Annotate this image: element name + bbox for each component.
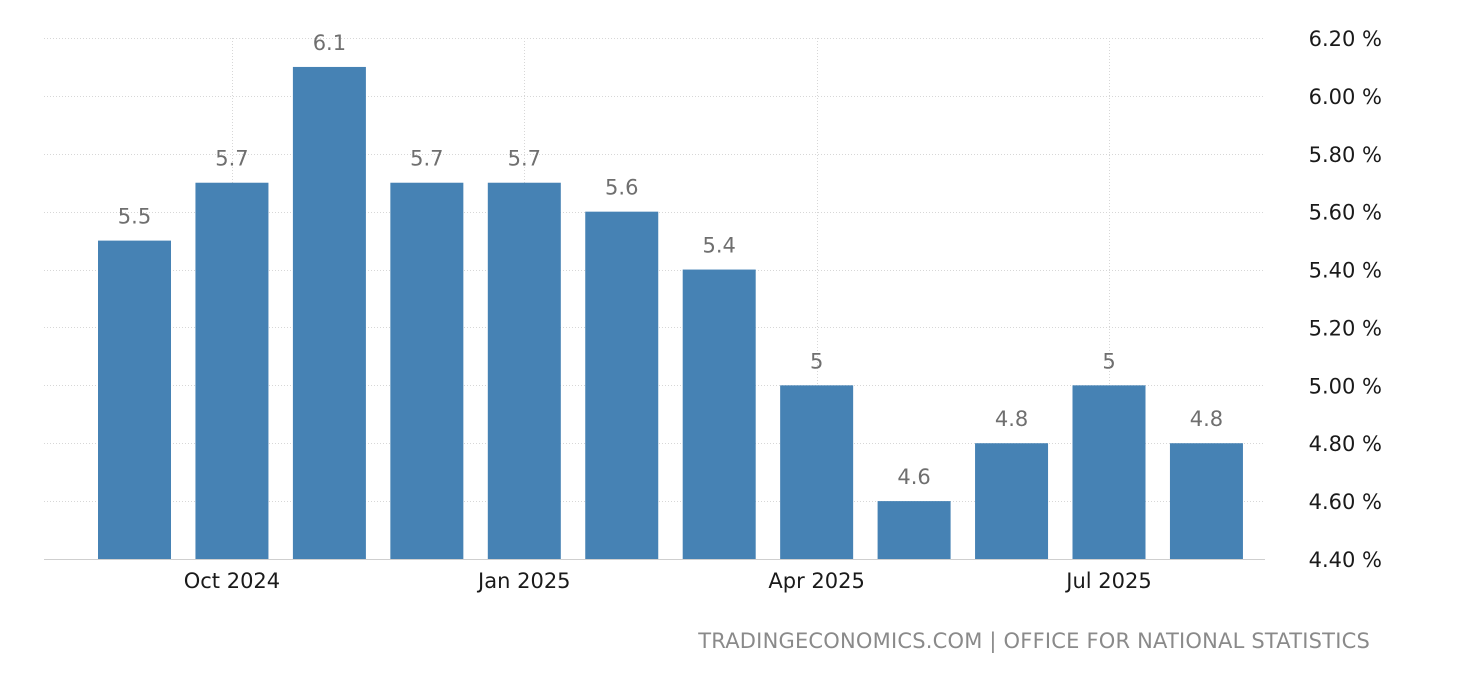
data-label: 4.8 (995, 407, 1028, 431)
y-tick-label: 4.80 % (1309, 432, 1382, 456)
bar-sep-2024 (98, 240, 171, 559)
y-tick-label: 5.40 % (1309, 259, 1382, 283)
data-label: 4.8 (1190, 407, 1223, 431)
data-label: 5.5 (118, 205, 151, 229)
y-tick-label: 4.40 % (1309, 548, 1382, 572)
y-tick-label: 5.80 % (1309, 143, 1382, 167)
y-tick-label: 5.20 % (1309, 316, 1382, 340)
x-tick-label: Jul 2025 (1064, 569, 1151, 593)
bar-may-2025 (877, 501, 951, 559)
bar-mar-2025 (682, 269, 756, 559)
data-label: 5 (810, 349, 823, 373)
x-tick-label: Apr 2025 (768, 569, 864, 593)
y-axis: 4.40 % 4.60 % 4.80 % 5.00 % 5.20 % 5.40 % 5.60… (1309, 27, 1382, 572)
bar-oct-2024 (195, 182, 269, 559)
x-tick-label: Jan 2025 (476, 569, 571, 593)
source-attribution: TRADINGECONOMICS.COM | OFFICE FOR NATION… (698, 629, 1370, 653)
data-label: 4.6 (897, 465, 930, 489)
data-label: 5 (1102, 349, 1115, 373)
x-axis: Oct 2024 Jan 2025 Apr 2025 Jul 2025 (184, 569, 1152, 593)
bar-jul-2025 (1072, 385, 1146, 559)
bar-feb-2025 (585, 211, 659, 559)
data-label: 5.4 (702, 234, 735, 258)
data-label: 6.1 (313, 31, 346, 55)
y-tick-label: 6.00 % (1309, 85, 1382, 109)
bar-nov-2024 (292, 66, 366, 559)
bar-aug-2025 (1169, 443, 1243, 559)
y-tick-label: 5.60 % (1309, 201, 1382, 225)
bar-apr-2025 (780, 385, 854, 559)
data-label: 5.7 (410, 147, 443, 171)
bar-dec-2024 (390, 182, 464, 559)
y-tick-label: 6.20 % (1309, 27, 1382, 51)
grid-lines (44, 38, 1265, 560)
y-tick-label: 4.60 % (1309, 490, 1382, 514)
data-label: 5.6 (605, 176, 638, 200)
y-tick-label: 5.00 % (1309, 374, 1382, 398)
data-labels: 5.5 5.7 6.1 5.7 5.7 5.6 5.4 5 4.6 4.8 5 4.8 (118, 31, 1223, 489)
bar-jan-2025 (487, 182, 561, 559)
data-label: 5.7 (215, 147, 248, 171)
bars (98, 66, 1243, 559)
bar-jun-2025 (975, 443, 1049, 559)
data-label: 5.7 (508, 147, 541, 171)
x-tick-label: Oct 2024 (184, 569, 280, 593)
